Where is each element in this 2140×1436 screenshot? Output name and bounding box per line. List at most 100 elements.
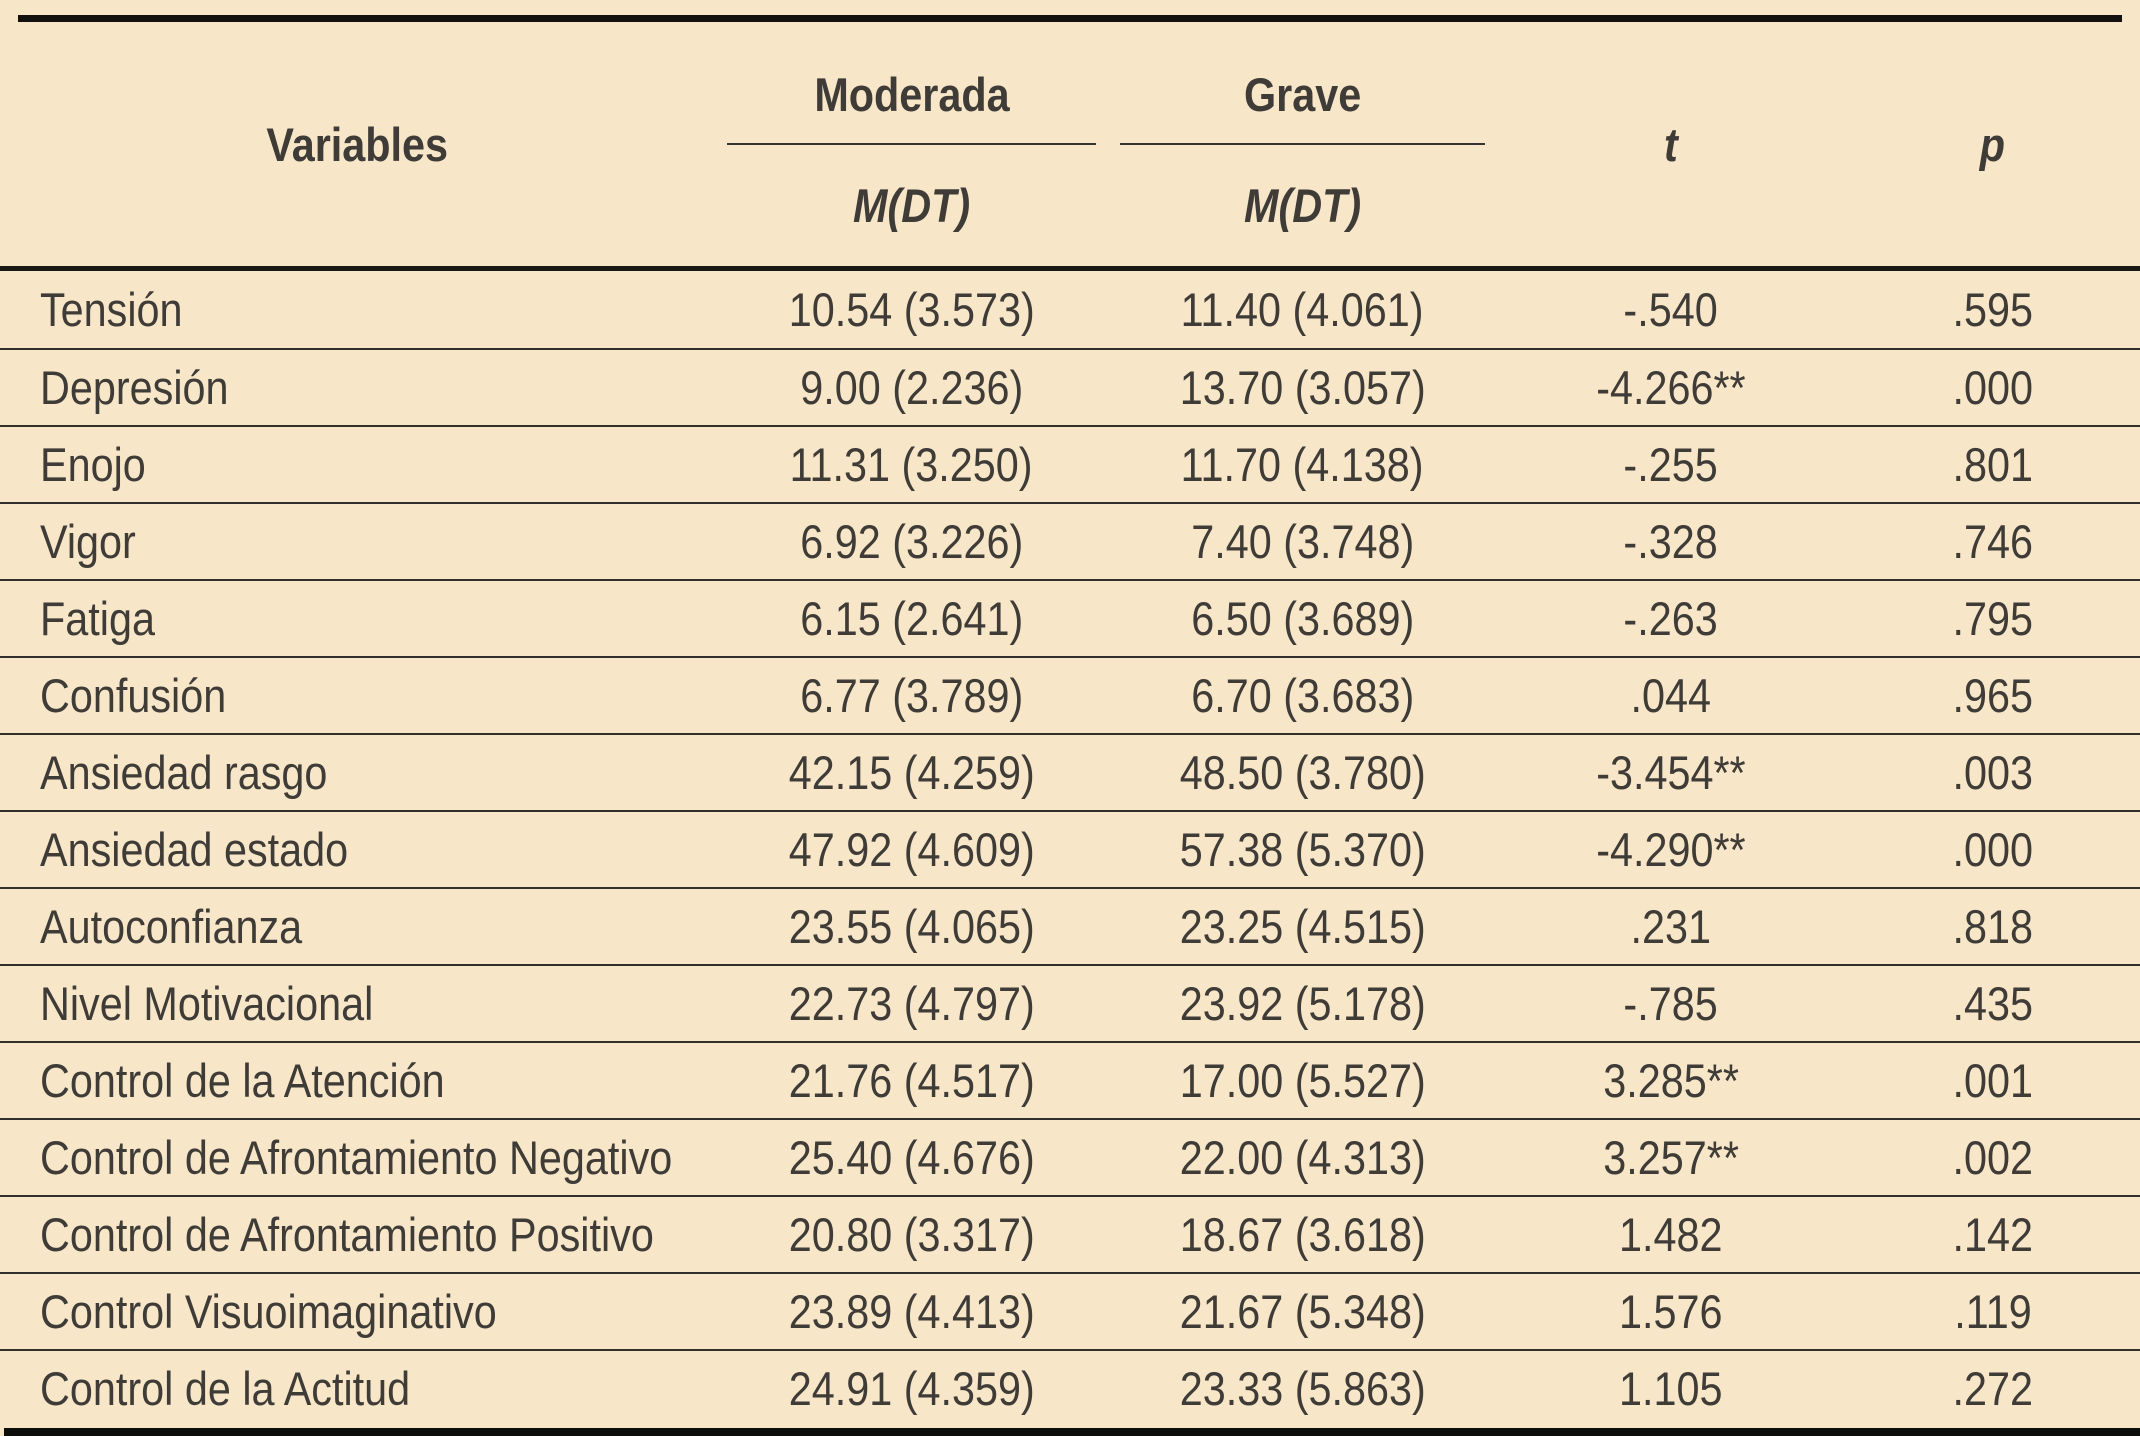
t-value: -.328	[1623, 515, 1719, 568]
grave-cell: 48.50 (3.780)	[1108, 735, 1497, 810]
grave-cell: 18.67 (3.618)	[1108, 1197, 1497, 1272]
moderada-cell: 42.15 (4.259)	[715, 735, 1108, 810]
variable-cell: Vigor	[0, 504, 715, 579]
variable-cell: Ansiedad estado	[0, 812, 715, 887]
p-cell: .272	[1845, 1351, 2140, 1426]
moderada-cell: 20.80 (3.317)	[715, 1197, 1108, 1272]
table-row-confusion: Confusión 6.77 (3.789) 6.70 (3.683) .044…	[0, 656, 2140, 733]
grave-cell: 6.70 (3.683)	[1108, 658, 1497, 733]
variable-cell: Fatiga	[0, 581, 715, 656]
table-row-vigor: Vigor 6.92 (3.226) 7.40 (3.748) -.328 .7…	[0, 502, 2140, 579]
p-value: .746	[1952, 515, 2033, 568]
grave-cell: 21.67 (5.348)	[1108, 1274, 1497, 1349]
grave-cell: 22.00 (4.313)	[1108, 1120, 1497, 1195]
p-value: .003	[1952, 746, 2033, 799]
p-cell: .003	[1845, 735, 2140, 810]
grave-value: 21.67 (5.348)	[1179, 1285, 1426, 1338]
variable-label: Ansiedad estado	[40, 823, 349, 876]
variable-label: Ansiedad rasgo	[40, 746, 328, 799]
p-value: .272	[1952, 1362, 2033, 1415]
t-cell: -.263	[1497, 581, 1845, 656]
t-cell: 1.105	[1497, 1351, 1845, 1426]
variable-label: Control Visuoimaginativo	[40, 1285, 497, 1338]
table-row-tension: Tensión 10.54 (3.573) 11.40 (4.061) -.54…	[0, 271, 2140, 348]
t-cell: -.255	[1497, 427, 1845, 502]
grave-value: 23.25 (4.515)	[1179, 900, 1426, 953]
variable-cell: Nivel Motivacional	[0, 966, 715, 1041]
table-row-control-afrontamiento-positivo: Control de Afrontamiento Positivo 20.80 …	[0, 1195, 2140, 1272]
variable-cell: Control de la Actitud	[0, 1351, 715, 1426]
variable-label: Autoconfianza	[40, 900, 303, 953]
moderada-cell: 11.31 (3.250)	[715, 427, 1108, 502]
moderada-value: 11.31 (3.250)	[790, 438, 1033, 491]
variable-label: Nivel Motivacional	[40, 977, 374, 1030]
table-row-ansiedad-estado: Ansiedad estado 47.92 (4.609) 57.38 (5.3…	[0, 810, 2140, 887]
header-moderada-label: Moderada	[813, 68, 1010, 121]
variable-label: Tensión	[40, 283, 183, 336]
p-cell: .795	[1845, 581, 2140, 656]
t-value: 3.285**	[1603, 1054, 1739, 1107]
moderada-cell: 6.77 (3.789)	[715, 658, 1108, 733]
grave-cell: 6.50 (3.689)	[1108, 581, 1497, 656]
moderada-cell: 47.92 (4.609)	[715, 812, 1108, 887]
grave-value: 13.70 (3.057)	[1179, 361, 1426, 414]
grave-cell: 23.33 (5.863)	[1108, 1351, 1497, 1426]
statistics-table: Variables Moderada M(DT) Grave M(DT) t p…	[0, 22, 2140, 1426]
p-value: .595	[1952, 283, 2033, 336]
table-row-control-atencion: Control de la Atención 21.76 (4.517) 17.…	[0, 1041, 2140, 1118]
variable-cell: Depresión	[0, 350, 715, 425]
moderada-value: 25.40 (4.676)	[788, 1131, 1035, 1184]
table-row-control-afrontamiento-negativo: Control de Afrontamiento Negativo 25.40 …	[0, 1118, 2140, 1195]
grave-cell: 11.40 (4.061)	[1108, 271, 1497, 348]
table-row-nivel-motivacional: Nivel Motivacional 22.73 (4.797) 23.92 (…	[0, 964, 2140, 1041]
table-header-row: Variables Moderada M(DT) Grave M(DT) t p	[0, 22, 2140, 271]
variable-label: Enojo	[40, 438, 146, 491]
p-cell: .000	[1845, 350, 2140, 425]
moderada-value: 10.54 (3.573)	[788, 283, 1035, 336]
moderada-value: 42.15 (4.259)	[788, 746, 1035, 799]
moderada-cell: 6.92 (3.226)	[715, 504, 1108, 579]
grave-cell: 13.70 (3.057)	[1108, 350, 1497, 425]
moderada-cell: 6.15 (2.641)	[715, 581, 1108, 656]
moderada-value: 22.73 (4.797)	[788, 977, 1035, 1030]
t-cell: .231	[1497, 889, 1845, 964]
variable-cell: Enojo	[0, 427, 715, 502]
grave-value: 22.00 (4.313)	[1179, 1131, 1426, 1184]
t-cell: .044	[1497, 658, 1845, 733]
grave-value: 6.70 (3.683)	[1190, 669, 1415, 722]
grave-cell: 23.25 (4.515)	[1108, 889, 1497, 964]
t-value: 3.257**	[1603, 1131, 1739, 1184]
table-row-control-actitud: Control de la Actitud 24.91 (4.359) 23.3…	[0, 1349, 2140, 1426]
variable-label: Confusión	[40, 669, 227, 722]
variable-cell: Control de Afrontamiento Negativo	[0, 1120, 715, 1195]
table-row-autoconfianza: Autoconfianza 23.55 (4.065) 23.25 (4.515…	[0, 887, 2140, 964]
variable-cell: Control de Afrontamiento Positivo	[0, 1197, 715, 1272]
variable-cell: Confusión	[0, 658, 715, 733]
moderada-value: 23.89 (4.413)	[788, 1285, 1035, 1338]
moderada-cell: 9.00 (2.236)	[715, 350, 1108, 425]
moderada-value: 6.92 (3.226)	[799, 515, 1024, 568]
t-cell: -.540	[1497, 271, 1845, 348]
p-cell: .142	[1845, 1197, 2140, 1272]
t-value: 1.576	[1619, 1285, 1723, 1338]
moderada-cell: 10.54 (3.573)	[715, 271, 1108, 348]
t-value: 1.105	[1619, 1362, 1723, 1415]
grave-value: 18.67 (3.618)	[1179, 1208, 1426, 1261]
t-cell: -4.266**	[1497, 350, 1845, 425]
header-grave-mdt-label: M(DT)	[1243, 179, 1362, 232]
table-bottom-border	[4, 1428, 2140, 1436]
header-moderada-mdt-label: M(DT)	[852, 179, 971, 232]
header-variables-label: Variables	[266, 117, 449, 171]
p-cell: .435	[1845, 966, 2140, 1041]
moderada-cell: 25.40 (4.676)	[715, 1120, 1108, 1195]
t-value: -4.290**	[1596, 823, 1746, 876]
grave-value: 23.33 (5.863)	[1179, 1362, 1426, 1415]
grave-value: 57.38 (5.370)	[1179, 823, 1426, 876]
p-cell: .002	[1845, 1120, 2140, 1195]
header-variables: Variables	[0, 22, 715, 266]
t-cell: 3.285**	[1497, 1043, 1845, 1118]
p-cell: .000	[1845, 812, 2140, 887]
p-cell: .746	[1845, 504, 2140, 579]
table-top-border	[18, 15, 2122, 22]
